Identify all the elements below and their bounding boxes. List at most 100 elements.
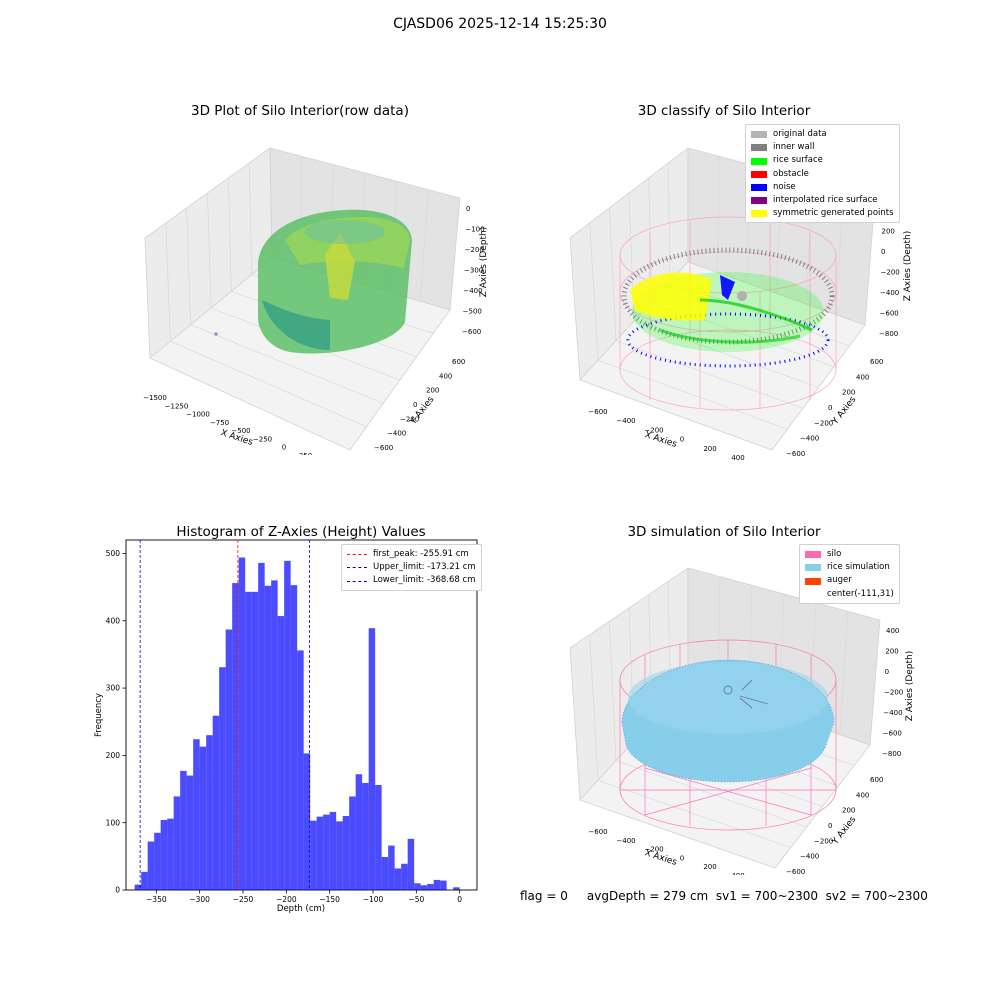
histogram-bar <box>147 841 155 890</box>
legend-entry: obstacle <box>751 168 894 181</box>
axis-tick-label: −600 <box>374 444 393 452</box>
histogram-xlabel: Depth (cm) <box>277 904 325 914</box>
y-tick-label: 300 <box>106 684 121 693</box>
grid-line <box>609 207 617 341</box>
axis-tick-label: −400 <box>883 709 902 717</box>
histogram-bar <box>193 739 200 890</box>
histogram-bar <box>225 629 233 890</box>
histogram-bar <box>336 821 343 890</box>
grid-line <box>597 360 788 430</box>
legend-label: rice simulation <box>827 562 890 573</box>
axis-tick-label: −600 <box>786 868 805 875</box>
legend-label: auger <box>827 575 852 586</box>
figure-title: CJASD06 2025-12-14 15:25:30 <box>393 16 607 32</box>
axis-tick-label: −200 <box>644 426 663 434</box>
histogram-bar <box>154 832 161 890</box>
histogram-bar <box>245 591 252 890</box>
legend-label: obstacle <box>773 168 809 179</box>
histogram-bar <box>394 868 402 890</box>
legend-swatch <box>805 551 821 559</box>
histogram-bar <box>173 796 181 890</box>
axis-tick-label: −200 <box>400 415 419 423</box>
axis-tick-label: −800 <box>882 750 901 758</box>
histogram-bar <box>368 628 376 890</box>
axis-tick-label: −600 <box>588 828 607 836</box>
axis-tick-label: −600 <box>786 450 805 458</box>
histogram-bar <box>297 650 304 890</box>
grid-line <box>589 634 599 781</box>
histogram-bar <box>433 879 441 890</box>
grid-line <box>609 621 617 761</box>
histogram-y-ticks: 0 100 200 300 400 500 <box>106 549 126 895</box>
raw-ticks: −1500−1250−1000−750−500−2500250500−600−4… <box>143 205 484 455</box>
histogram-lines <box>139 540 310 890</box>
axis-tick-label: 200 <box>842 389 855 397</box>
status-footer: flag = 0 avgDepth = 279 cm sv1 = 700~230… <box>520 889 928 903</box>
histogram-bar <box>199 746 207 890</box>
legend-swatch <box>751 170 767 178</box>
axis-tick-label: 200 <box>882 228 895 236</box>
axis-tick-label: 200 <box>703 445 716 453</box>
legend-swatch <box>751 131 767 139</box>
axis-tick-label: −500 <box>231 427 250 435</box>
histogram-legend: first_peak: -255.91 cm Upper_limit: -173.… <box>341 544 482 591</box>
axis-tick-label: −400 <box>800 853 819 861</box>
histogram-bar <box>420 885 428 890</box>
axis-tick-label: −750 <box>210 419 229 427</box>
histogram-bar <box>362 782 369 890</box>
legend-entry: symmetric generated points <box>751 207 894 220</box>
y-tick-label: 500 <box>106 549 121 558</box>
axis-tick-label: −200 <box>881 269 900 277</box>
axis-tick-label: −200 <box>814 419 833 427</box>
legend-entry: inner wall <box>751 141 894 154</box>
x-tick-label: −100 <box>363 895 384 904</box>
legend-line-marker <box>347 567 367 569</box>
legend-label: silo <box>827 549 842 559</box>
x-tick-label: −50 <box>408 895 424 904</box>
axis-tick-label: 400 <box>731 454 744 462</box>
classify-legend: original data inner wall rice surface obsta… <box>745 124 900 224</box>
legend-label: symmetric generated points <box>773 208 894 219</box>
axis-tick-label: −400 <box>616 417 635 425</box>
histogram-bar <box>232 583 239 890</box>
axis-tick-label: 0 <box>680 436 684 444</box>
x-tick-label: −250 <box>233 895 254 904</box>
y-tick-label: 200 <box>106 751 121 760</box>
y-tick-label: 0 <box>115 886 120 895</box>
histogram-bar <box>342 815 350 890</box>
histogram-bar <box>277 616 285 890</box>
histogram-bar <box>453 887 460 890</box>
axis-tick-label: 200 <box>842 807 855 815</box>
histogram-bar <box>251 591 259 890</box>
legend-label: noise <box>773 181 796 192</box>
axis-tick-label: −400 <box>463 287 482 295</box>
histogram-bar <box>212 715 220 890</box>
classify-points <box>621 247 835 368</box>
x-tick-label: −350 <box>146 895 167 904</box>
histogram-bar <box>407 838 415 890</box>
legend-swatch <box>751 197 767 205</box>
histogram-bar <box>167 818 174 890</box>
legend-label: center(-111,31) <box>827 588 894 599</box>
legend-label: interpolated rice surface <box>773 195 878 206</box>
axis-tick-label: −600 <box>883 730 902 738</box>
legend-entry: rice simulation <box>805 561 894 574</box>
grid-line <box>717 156 720 273</box>
histogram-bar <box>329 811 337 890</box>
axis-tick-label: 400 <box>856 791 869 799</box>
histogram-bar <box>180 770 187 890</box>
legend-entry: Lower_limit: -368.68 cm <box>347 574 476 587</box>
histogram-bar <box>160 820 168 890</box>
axis-tick-label: 0 <box>466 205 470 213</box>
axis-tick-label: −250 <box>253 435 272 443</box>
axis-tick-label: 600 <box>452 358 465 366</box>
legend-swatch <box>805 577 821 585</box>
histogram-title: Histogram of Z-Axies (Height) Values <box>176 524 426 540</box>
raw-surface <box>214 209 412 354</box>
histogram-bar <box>316 816 324 890</box>
histogram-bar <box>414 883 421 890</box>
simulation-3d-plot: −600−400−2000200400−600−400−200020040060… <box>569 567 915 875</box>
legend-entry: rice surface <box>751 154 894 167</box>
axis-tick-label: 0 <box>885 668 889 676</box>
